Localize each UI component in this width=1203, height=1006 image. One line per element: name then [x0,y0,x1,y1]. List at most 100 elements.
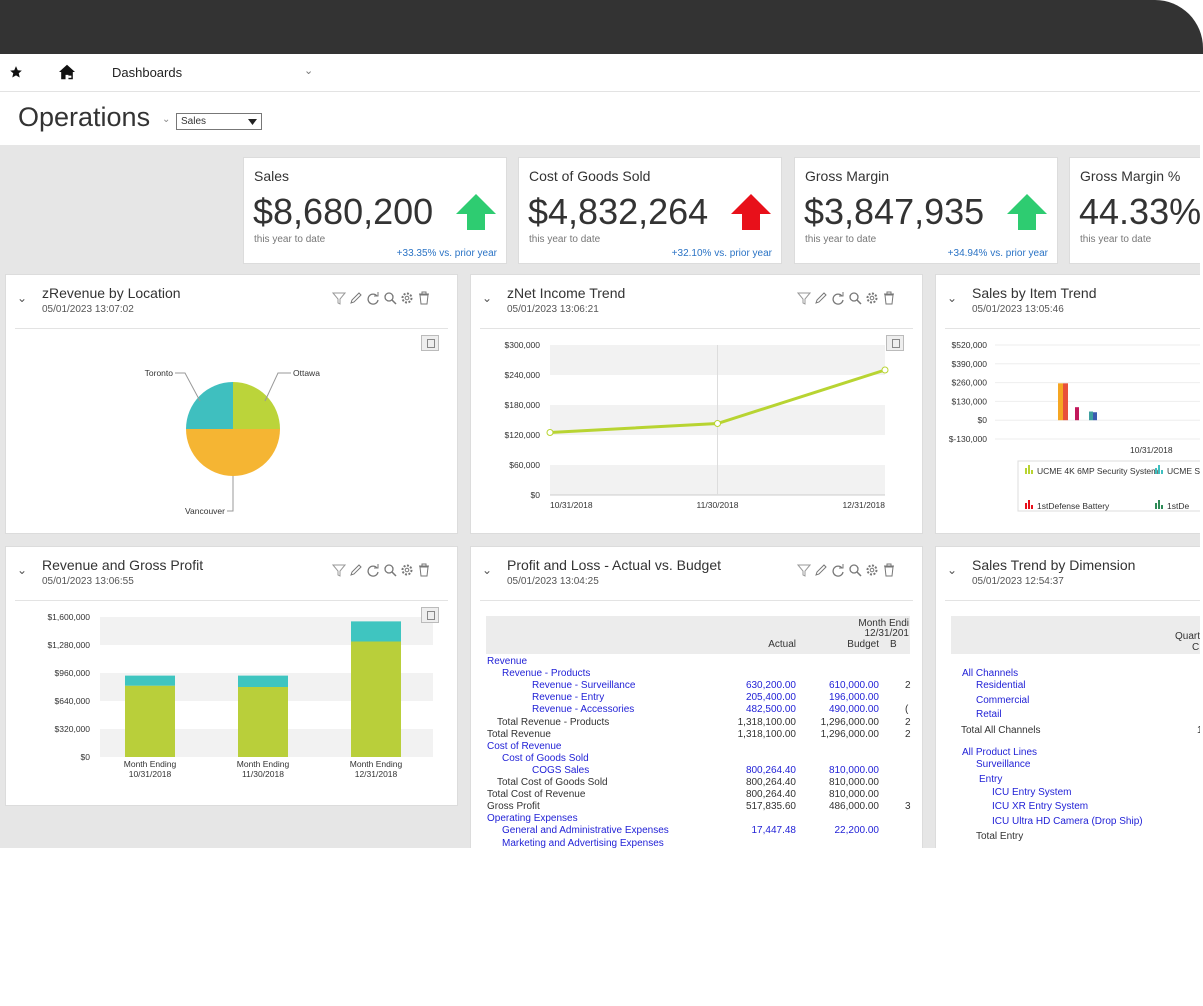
table-row-label[interactable]: Revenue [487,656,528,667]
table-row-label[interactable]: Commercial [976,695,1030,706]
data-point[interactable] [546,429,554,436]
pie-slice-vancouver[interactable] [186,429,280,476]
home-icon[interactable] [57,62,77,82]
kpi-value: $3,847,935 [804,191,985,232]
settings-icon[interactable] [400,563,414,577]
bar[interactable] [1089,411,1093,421]
panel-net-income-trend: ⌄ zNet Income Trend 05/01/2023 13:06:21 … [470,274,923,534]
kpi-card-gross-margin[interactable]: Gross Margin $3,847,935 this year to dat… [794,157,1058,264]
search-icon[interactable] [848,563,862,577]
table-row-label[interactable]: General and Administrative Expenses [502,825,669,837]
collapse-chevron-icon[interactable]: ⌄ [482,563,493,577]
table-row-label[interactable]: Residential [976,680,1026,691]
table-row-label[interactable]: Surveillance [976,759,1031,770]
bar[interactable] [1093,412,1097,421]
collapse-chevron-icon[interactable]: ⌄ [947,563,958,577]
collapse-chevron-icon[interactable]: ⌄ [947,291,958,305]
refresh-icon[interactable] [831,291,845,305]
table-row-label[interactable]: Retail [976,709,1002,720]
chevron-down-icon[interactable]: ⌄ [304,65,314,77]
table-cell-extra: 2 [905,716,911,728]
kpi-value: $4,832,264 [528,191,709,232]
bar-segment[interactable] [238,687,288,757]
table-row-label[interactable]: Operating Expenses [487,813,578,825]
refresh-icon[interactable] [831,563,845,577]
kpi-card-sales[interactable]: Sales $8,680,200 this year to date +33.3… [243,157,507,264]
settings-icon[interactable] [865,291,879,305]
table-row-label[interactable]: COGS Sales [532,764,590,776]
table-row-label[interactable]: Revenue - Products [502,668,591,680]
settings-icon[interactable] [865,563,879,577]
filter-icon[interactable] [331,291,347,305]
edit-icon[interactable] [814,291,828,305]
table-row-label[interactable]: Cost of Revenue [487,740,562,752]
panel-sales-trend-dimension: ⌄ Sales Trend by Dimension 05/01/2023 12… [935,546,1200,848]
breadcrumb-dashboards[interactable]: Dashboards [112,65,183,80]
export-icon[interactable] [886,335,904,351]
kpi-sub: this year to date [254,234,326,245]
data-point[interactable] [881,366,889,374]
bar-segment[interactable] [125,685,175,757]
delete-icon[interactable] [882,563,896,577]
filter-select[interactable]: Sales [176,113,262,130]
data-point[interactable] [714,420,721,427]
table-row-label[interactable]: All Product Lines [962,747,1038,758]
kpi-card-cogs[interactable]: Cost of Goods Sold $4,832,264 this year … [518,157,782,264]
pie-slice-ottawa[interactable] [233,382,280,429]
table-row-label[interactable]: ICU XR Entry System [992,801,1089,812]
y-tick-label: $260,000 [952,378,988,388]
table-row-label[interactable]: ICU Ultra HD Camera (Drop Ship) [992,816,1143,827]
stacked-bar-chart: $1,600,000 $1,280,000 $960,000 $640,000 $320… [47,612,433,779]
table-row-label[interactable]: Revenue - Entry [532,692,605,704]
collapse-chevron-icon[interactable]: ⌄ [17,291,28,305]
export-icon[interactable] [421,607,439,623]
kpi-label: Cost of Goods Sold [529,168,651,184]
y-tick-label: $960,000 [55,668,91,678]
legend-swatch [1158,465,1160,474]
filter-icon[interactable] [796,563,812,577]
table-row-label[interactable]: Revenue - Surveillance [532,680,636,692]
kpi-label: Sales [254,168,290,184]
refresh-icon[interactable] [366,291,380,305]
collapse-chevron-icon[interactable]: ⌄ [17,563,28,577]
star-icon[interactable] [6,62,26,82]
divider [945,328,1200,329]
bar-segment[interactable] [125,675,175,686]
filter-icon[interactable] [796,291,812,305]
col-header-extra: B [890,639,897,650]
edit-icon[interactable] [349,291,363,305]
bar-segment[interactable] [351,621,401,642]
table-row-label[interactable]: All Channels [962,668,1019,679]
search-icon[interactable] [848,291,862,305]
table-row-label[interactable]: Entry [979,774,1003,785]
panel-title: Sales Trend by Dimension [972,557,1136,573]
search-icon[interactable] [383,291,397,305]
panel-timestamp: 05/01/2023 13:05:46 [972,304,1064,315]
delete-icon[interactable] [417,291,431,305]
export-icon[interactable] [421,335,439,351]
search-icon[interactable] [383,563,397,577]
edit-icon[interactable] [814,563,828,577]
bar-segment[interactable] [238,675,288,687]
bar[interactable] [1058,383,1063,421]
delete-icon[interactable] [882,291,896,305]
filter-icon[interactable] [331,563,347,577]
table-row-label[interactable]: ICU Entry System [992,787,1072,798]
arrow-up-icon [456,194,496,230]
settings-icon[interactable] [400,291,414,305]
refresh-icon[interactable] [366,563,380,577]
chevron-down-icon[interactable]: ⌄ [162,114,171,125]
col-header-date: 12/31/201 [864,628,910,639]
kpi-card-gross-margin-pct[interactable]: Gross Margin % 44.33% this year to date [1069,157,1200,264]
delete-icon[interactable] [417,563,431,577]
edit-icon[interactable] [349,563,363,577]
table-row-label[interactable]: Cost of Goods Sold [502,752,589,764]
bar[interactable] [1063,383,1068,421]
bar[interactable] [1075,407,1079,421]
pie-label: Ottawa [293,368,320,378]
table-row-label[interactable]: Revenue - Accessories [532,704,635,716]
bar-segment[interactable] [351,641,401,758]
table-row-label[interactable]: Marketing and Advertising Expenses [502,837,664,849]
pie-slice-toronto[interactable] [186,382,233,429]
collapse-chevron-icon[interactable]: ⌄ [482,291,493,305]
